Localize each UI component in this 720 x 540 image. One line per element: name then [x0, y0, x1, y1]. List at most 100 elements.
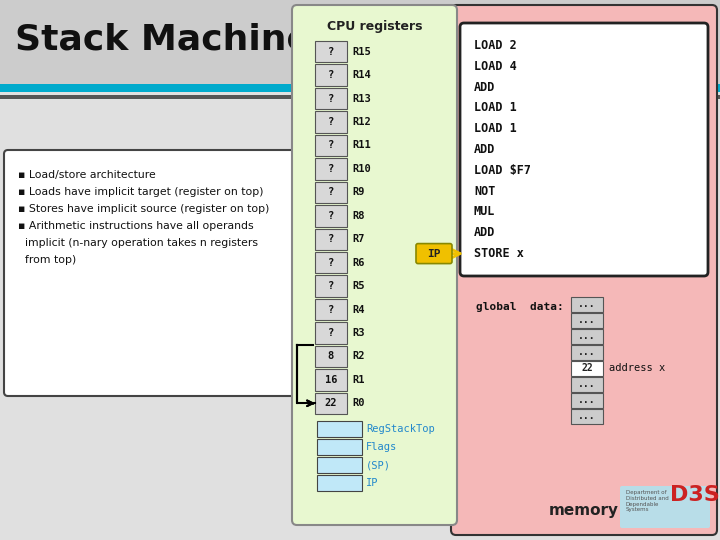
- Text: ?: ?: [328, 93, 334, 104]
- Text: ...: ...: [578, 379, 596, 389]
- Text: ...: ...: [578, 331, 596, 341]
- Circle shape: [678, 41, 688, 51]
- FancyBboxPatch shape: [460, 23, 708, 276]
- Text: ?: ?: [328, 258, 334, 268]
- Bar: [571, 297, 603, 312]
- FancyBboxPatch shape: [620, 486, 710, 528]
- Bar: [317, 421, 362, 437]
- Bar: [571, 393, 603, 408]
- Text: ?: ?: [328, 305, 334, 314]
- Bar: [315, 228, 347, 250]
- Text: ?: ?: [328, 187, 334, 197]
- Text: R3: R3: [352, 328, 364, 338]
- Text: ...: ...: [578, 411, 596, 421]
- FancyBboxPatch shape: [451, 5, 717, 535]
- Text: ?: ?: [328, 234, 334, 244]
- Bar: [315, 158, 347, 180]
- Text: ...: ...: [578, 395, 596, 405]
- Bar: [315, 64, 347, 86]
- Text: LOAD 2: LOAD 2: [474, 39, 517, 52]
- Bar: [571, 313, 603, 328]
- Text: ?: ?: [328, 211, 334, 221]
- Bar: [571, 361, 603, 376]
- Text: D3S: D3S: [670, 485, 720, 505]
- Text: ?: ?: [328, 117, 334, 127]
- Text: ?: ?: [328, 47, 334, 57]
- Text: ADD: ADD: [474, 143, 495, 156]
- Text: memory: memory: [549, 503, 619, 517]
- Text: R10: R10: [352, 164, 371, 174]
- Bar: [317, 439, 362, 455]
- Bar: [315, 111, 347, 133]
- Text: address x: address x: [609, 363, 665, 373]
- Text: CPU registers: CPU registers: [327, 20, 422, 33]
- Text: R13: R13: [352, 93, 371, 104]
- Text: ▪ Loads have implicit target (register on top): ▪ Loads have implicit target (register o…: [18, 187, 264, 197]
- Text: LOAD 1: LOAD 1: [474, 122, 517, 135]
- Text: R9: R9: [352, 187, 364, 197]
- Text: Flags: Flags: [366, 442, 397, 452]
- Text: R14: R14: [352, 70, 371, 80]
- Text: ?: ?: [328, 140, 334, 151]
- Text: STORE x: STORE x: [474, 247, 524, 260]
- Text: R11: R11: [352, 140, 371, 151]
- Text: (SP): (SP): [366, 460, 391, 470]
- Text: LOAD 1: LOAD 1: [474, 102, 517, 114]
- Bar: [0, 84, 720, 92]
- Text: IP: IP: [366, 478, 379, 488]
- Text: R5: R5: [352, 281, 364, 291]
- Bar: [315, 393, 347, 414]
- Text: ?: ?: [328, 328, 334, 338]
- Text: 22: 22: [325, 399, 337, 408]
- Text: ▪ Load/store architecture: ▪ Load/store architecture: [18, 170, 156, 180]
- Text: R7: R7: [352, 234, 364, 244]
- Text: ?: ?: [328, 164, 334, 174]
- Bar: [315, 252, 347, 273]
- Text: 16: 16: [325, 375, 337, 385]
- Bar: [315, 205, 347, 226]
- Text: RegStackTop: RegStackTop: [366, 424, 435, 434]
- Text: R2: R2: [352, 352, 364, 361]
- Text: ...: ...: [578, 299, 596, 309]
- FancyBboxPatch shape: [416, 244, 452, 264]
- Circle shape: [663, 41, 673, 51]
- Bar: [315, 369, 347, 390]
- Bar: [315, 41, 347, 63]
- Text: LOAD 4: LOAD 4: [474, 60, 517, 73]
- Text: ▪ Arithmetic instructions have all operands: ▪ Arithmetic instructions have all opera…: [18, 221, 253, 231]
- Text: R6: R6: [352, 258, 364, 268]
- Bar: [315, 299, 347, 320]
- Text: ...: ...: [578, 347, 596, 357]
- Text: R8: R8: [352, 211, 364, 221]
- Text: Department of
Distributed and
Dependable
Systems: Department of Distributed and Dependable…: [626, 490, 669, 512]
- Text: R0: R0: [352, 399, 364, 408]
- Bar: [315, 346, 347, 367]
- Text: ?: ?: [328, 281, 334, 291]
- Text: IP: IP: [427, 248, 441, 259]
- Text: ...: ...: [578, 315, 596, 325]
- Text: ADD: ADD: [474, 80, 495, 93]
- Text: NOT: NOT: [474, 185, 495, 198]
- Text: MUL: MUL: [474, 205, 495, 219]
- Bar: [315, 135, 347, 156]
- Text: from top): from top): [18, 255, 76, 265]
- Bar: [315, 275, 347, 297]
- Text: 8: 8: [328, 352, 334, 361]
- Text: R4: R4: [352, 305, 364, 314]
- Bar: [571, 329, 603, 344]
- FancyBboxPatch shape: [4, 150, 295, 396]
- Text: ?: ?: [328, 70, 334, 80]
- Bar: [0, 0, 720, 85]
- Bar: [317, 457, 362, 473]
- Bar: [571, 345, 603, 360]
- FancyBboxPatch shape: [292, 5, 457, 525]
- Bar: [571, 409, 603, 424]
- Bar: [315, 322, 347, 343]
- Text: ADD: ADD: [474, 226, 495, 239]
- Text: R12: R12: [352, 117, 371, 127]
- Text: implicit (n-nary operation takes n registers: implicit (n-nary operation takes n regis…: [18, 238, 258, 248]
- Bar: [315, 88, 347, 109]
- Bar: [0, 95, 720, 99]
- Bar: [315, 181, 347, 203]
- Text: R1: R1: [352, 375, 364, 385]
